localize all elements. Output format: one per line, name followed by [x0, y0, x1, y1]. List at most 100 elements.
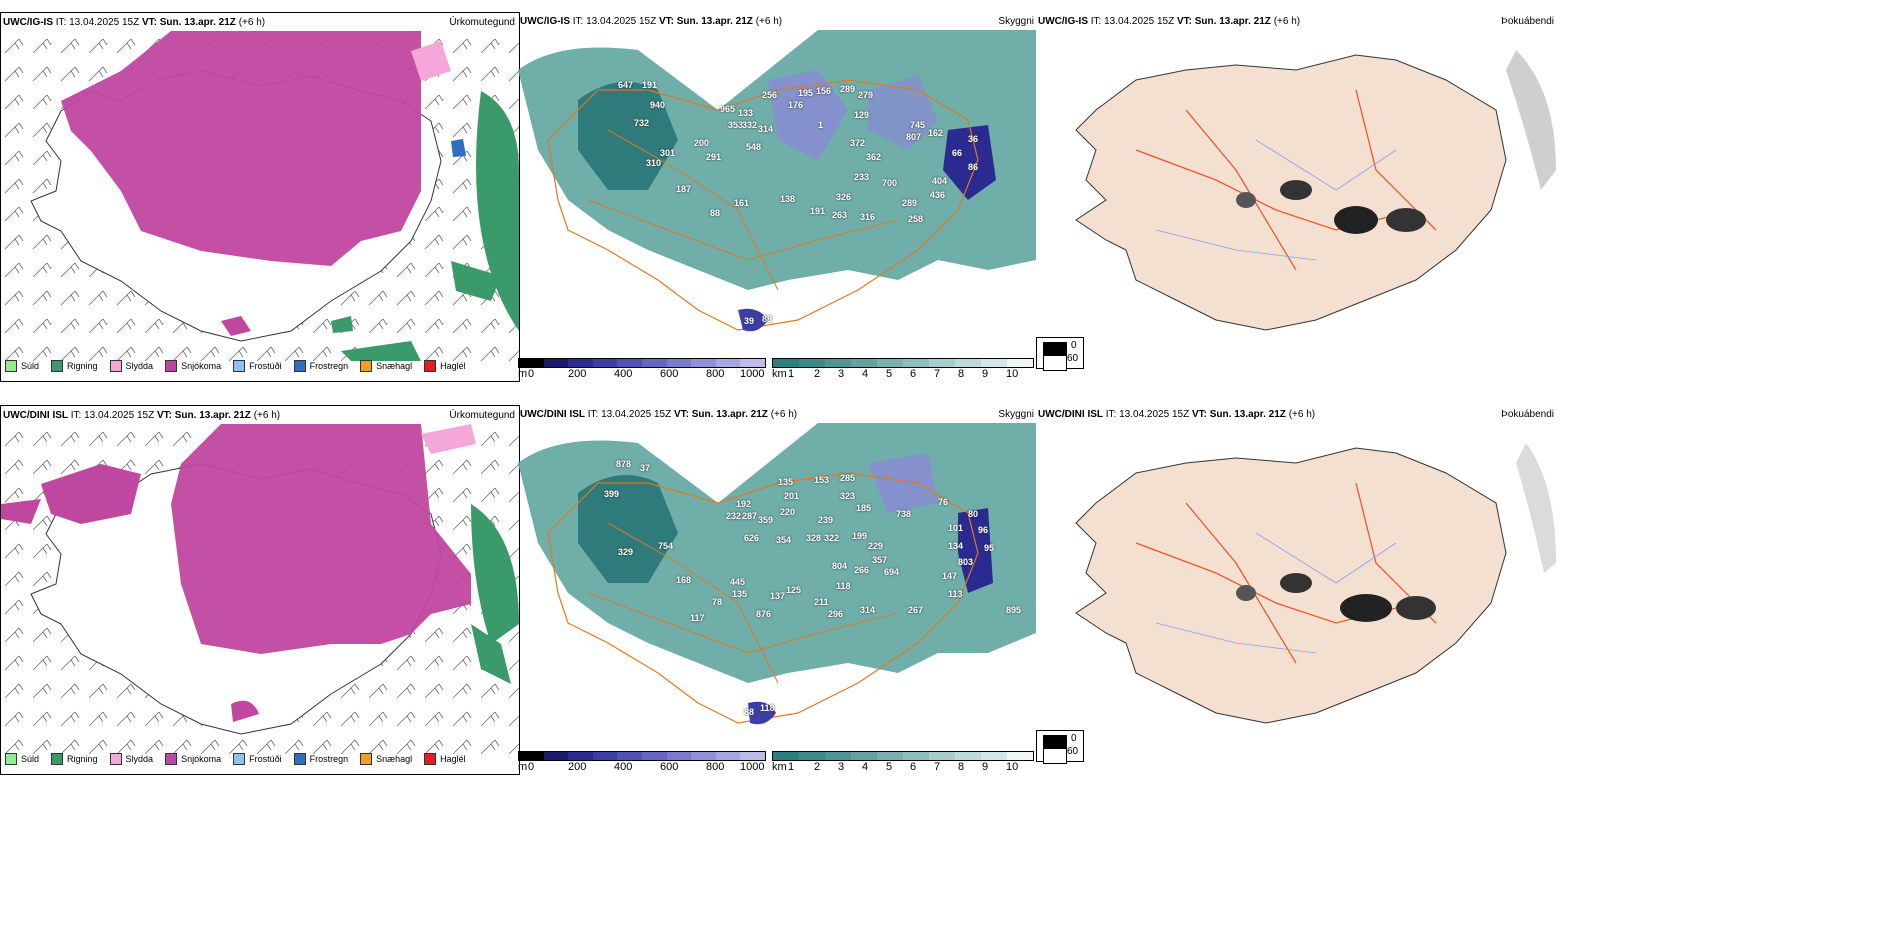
vis-value: 76 — [938, 497, 949, 507]
vis-value: 135 — [732, 589, 748, 599]
colorbar-segment — [543, 359, 569, 367]
colorbar-segment — [981, 359, 1007, 367]
vis-value: 804 — [832, 561, 848, 571]
colorbar-segment — [568, 359, 593, 367]
vis-value: 195 — [798, 88, 814, 98]
vis-value: 267 — [908, 605, 924, 615]
visibility-colorbar: km 1 2 3 4 5 6 7 8 9 10 — [772, 751, 1034, 773]
colorbar-segment — [981, 752, 1007, 760]
fog-legend-bottom: 0 60 — [1036, 730, 1084, 764]
panel-header: UWC/DINI ISL IT: 13.04.2025 15Z VT: Sun.… — [1038, 409, 1316, 420]
colorbar-segment — [877, 359, 903, 367]
vis-value: 354 — [776, 535, 792, 545]
fog-panel-top: UWC/IG-IS IT: 13.04.2025 15Z VT: Sun. 13… — [1036, 12, 1556, 336]
legend-item: Snæhagl — [360, 753, 412, 765]
colorbar-segment — [592, 752, 618, 760]
vis-value: 399 — [604, 489, 620, 499]
rain-s — [331, 316, 353, 333]
vis-value: 78 — [712, 597, 723, 607]
vis-value: 239 — [818, 515, 834, 525]
legend-item: Snjókoma — [165, 753, 221, 765]
vis-value: 445 — [730, 577, 746, 587]
vis-value: 153 — [814, 475, 830, 485]
vis-value: 895 — [1006, 605, 1022, 615]
vis-value: 96 — [978, 525, 989, 535]
visibility-panel-bottom: UWC/DINI ISL IT: 13.04.2025 15Z VT: Sun.… — [518, 405, 1036, 773]
colorbar-segment — [1007, 752, 1033, 760]
vis-value: 289 — [902, 198, 918, 208]
vis-value: 291 — [706, 152, 722, 162]
vis-value: 754 — [658, 541, 674, 551]
vis-value: 700 — [882, 178, 898, 188]
vis-value: 332 — [742, 120, 758, 130]
visibility-panel-top: UWC/IG-IS IT: 13.04.2025 15Z VT: Sun. 13… — [518, 12, 1036, 380]
rain-se — [451, 261, 501, 301]
colorbar-segment — [799, 359, 825, 367]
vis-value: 940 — [650, 100, 666, 110]
colorbar-segment — [773, 752, 799, 760]
colorbar-segment — [691, 752, 716, 760]
vis-value: 80 — [968, 509, 979, 519]
vis-value: 316 — [860, 212, 876, 222]
vis-value: 185 — [856, 503, 872, 513]
colorbar-segment — [773, 359, 799, 367]
vis-value: 296 — [828, 609, 844, 619]
vis-value: 232 — [726, 511, 742, 521]
colorbar-segment — [568, 752, 593, 760]
vis-value: 263 — [832, 210, 848, 220]
legend-item: Snæhagl — [360, 360, 412, 372]
vis-value: 326 — [836, 192, 852, 202]
colorbar-segment — [929, 359, 955, 367]
vis-value: 258 — [908, 214, 924, 224]
colorbar-segment — [641, 359, 667, 367]
visibility-colorbar: km 1 2 3 4 5 6 7 8 9 10 — [772, 358, 1034, 380]
vis-value: 965 — [720, 104, 736, 114]
colorbar-segment — [641, 752, 667, 760]
precip-map — [1, 31, 519, 361]
snow-patch-sw — [221, 316, 251, 336]
visibility-map — [518, 423, 1036, 725]
legend-item: Frostregn — [293, 360, 348, 372]
colorbar-segment — [851, 359, 877, 367]
legend-item: Frostúði — [233, 360, 282, 372]
panel-title: Úrkomutegund — [449, 17, 515, 28]
vis-value: 745 — [910, 120, 926, 130]
panel-header: UWC/DINI ISL IT: 13.04.2025 15Z VT: Sun.… — [3, 410, 281, 421]
vis-value: 192 — [736, 499, 752, 509]
vis-value: 738 — [896, 509, 912, 519]
colorbar-segment — [740, 359, 765, 367]
panel-header: UWC/IG-IS IT: 13.04.2025 15Z VT: Sun. 13… — [1038, 16, 1301, 27]
panel-title: Skyggni — [998, 16, 1034, 27]
visibility-map — [518, 30, 1036, 332]
vis-value: 129 — [854, 110, 870, 120]
colorbar-segment — [929, 752, 955, 760]
vis-value: 66 — [952, 148, 963, 158]
vis-value: 353 — [728, 120, 744, 130]
vis-value: 187 — [676, 184, 692, 194]
vis-value: 147 — [942, 571, 958, 581]
vis-value: 328 — [806, 533, 822, 543]
vis-value: 301 — [660, 148, 676, 158]
panel-title: Þokuábendi — [1501, 409, 1554, 420]
colorbar-segment — [903, 359, 929, 367]
precip-legend: Súld Rigning Slydda Snjókoma Frostúði Fr… — [5, 753, 478, 765]
vis-value: 86 — [968, 162, 979, 172]
vis-value: 191 — [810, 206, 826, 216]
legend-item: Rigning — [51, 360, 98, 372]
colorbar-segment — [715, 752, 741, 760]
precip-panel-top: UWC/IG-IS IT: 13.04.2025 15Z VT: Sun. 13… — [0, 12, 520, 382]
vis-value: 647 — [618, 80, 634, 90]
legend-item: Frostúði — [233, 753, 282, 765]
colorbar-segment — [592, 359, 618, 367]
legend-item: Snjókoma — [165, 360, 221, 372]
colorbar-segment — [543, 752, 569, 760]
vis-value: 191 — [642, 80, 658, 90]
vis-value: 101 — [948, 523, 964, 533]
panel-header: UWC/IG-IS IT: 13.04.2025 15Z VT: Sun. 13… — [520, 16, 783, 27]
colorbar-segment — [666, 752, 692, 760]
colorbar-segment — [955, 359, 981, 367]
vis-value: 372 — [850, 138, 866, 148]
vis-value: 548 — [746, 142, 762, 152]
vis-value: 125 — [786, 585, 802, 595]
legend-item: Slydda — [109, 360, 153, 372]
